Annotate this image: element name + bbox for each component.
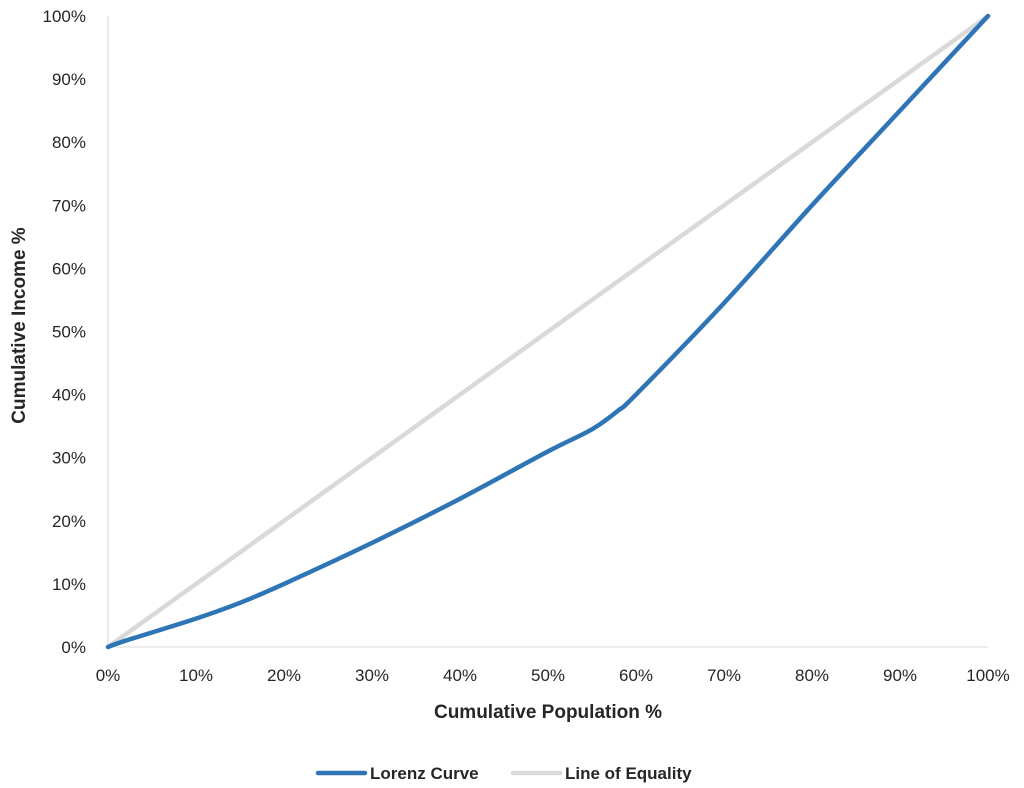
x-tick-label: 30% <box>355 666 389 685</box>
y-axis-title: Cumulative Income % <box>9 227 30 423</box>
legend: Lorenz Curve Line of Equality <box>315 764 692 783</box>
x-tick-label: 40% <box>443 666 477 685</box>
y-tick-label: 50% <box>52 323 86 342</box>
line-of-equality-legend-label: Line of Equality <box>565 764 692 783</box>
y-tick-label: 70% <box>52 196 86 215</box>
lorenz-curve-series-line <box>105 13 991 650</box>
y-tick-label: 30% <box>52 449 86 468</box>
lorenz-curve-legend-label: Lorenz Curve <box>370 764 479 783</box>
line-of-equality-series-line <box>105 13 991 650</box>
x-tick-label: 0% <box>96 666 121 685</box>
x-tick-label: 70% <box>707 666 741 685</box>
x-tick-label: 10% <box>179 666 213 685</box>
y-tick-label: 90% <box>52 70 86 89</box>
x-tick-labels: 0% 10% 20% 30% 40% 50% 60% 70% 80% 90% 100% <box>96 666 1010 685</box>
x-tick-label: 90% <box>883 666 917 685</box>
x-tick-label: 80% <box>795 666 829 685</box>
y-tick-label: 10% <box>52 575 86 594</box>
y-tick-label: 20% <box>52 512 86 531</box>
y-tick-label: 100% <box>43 7 86 26</box>
series-layer <box>105 13 991 650</box>
y-tick-label: 60% <box>52 259 86 278</box>
x-tick-label: 20% <box>267 666 301 685</box>
y-tick-labels: 0% 10% 20% 30% 40% 50% 60% 70% 80% 90% 100% <box>43 7 86 657</box>
y-tick-label: 80% <box>52 133 86 152</box>
y-tick-label: 0% <box>61 638 86 657</box>
x-tick-label: 60% <box>619 666 653 685</box>
x-axis-title: Cumulative Population % <box>434 702 662 723</box>
y-tick-label: 40% <box>52 386 86 405</box>
x-tick-label: 50% <box>531 666 565 685</box>
x-tick-label: 100% <box>966 666 1009 685</box>
axes <box>107 16 988 648</box>
